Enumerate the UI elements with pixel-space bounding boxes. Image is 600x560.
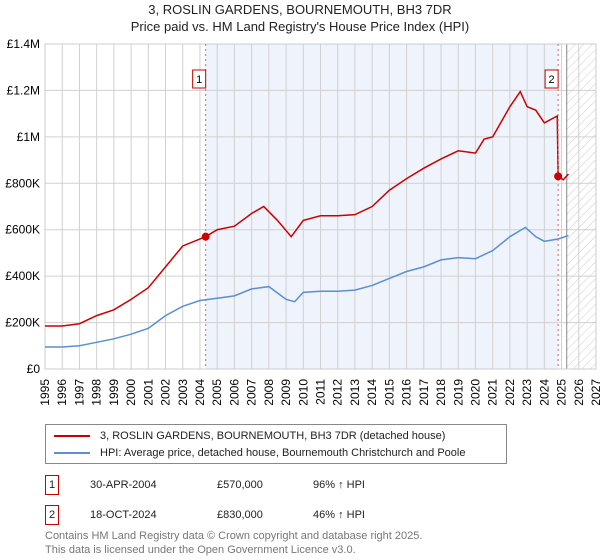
sale-row: 2 18-OCT-2024 £830,000 46% ↑ HPI (45, 505, 445, 525)
x-tick-label: 1998 (90, 379, 104, 406)
sale-date: 30-APR-2004 (90, 479, 157, 491)
x-tick-label: 1999 (107, 379, 121, 406)
sale-marker: 2 (45, 505, 59, 525)
plot-border (44, 43, 597, 370)
y-tick-label: £1M (17, 130, 40, 144)
x-tick-label: 2017 (417, 379, 431, 406)
x-tick-label: 2018 (434, 379, 448, 406)
x-tick-label: 2010 (296, 379, 310, 406)
footer: Contains HM Land Registry data © Crown c… (45, 529, 422, 557)
footer-line-1: Contains HM Land Registry data © Crown c… (45, 530, 423, 542)
y-tick-label: £1.2M (7, 83, 40, 97)
x-tick-label: 1996 (55, 379, 69, 406)
x-tick-label: 2012 (331, 379, 345, 406)
x-tick-label: 2009 (279, 379, 293, 406)
x-tick-label: 1995 (38, 379, 52, 406)
x-tick-label: 2025 (555, 379, 569, 406)
y-tick-label: £0 (27, 362, 41, 376)
y-tick-label: £600K (5, 223, 40, 237)
x-tick-label: 2022 (503, 379, 517, 406)
x-tick-label: 2016 (400, 379, 414, 406)
x-tick-label: 2002 (159, 379, 173, 406)
y-tick-label: £800K (5, 176, 40, 190)
x-tick-label: 2021 (486, 379, 500, 406)
sale-period-shading (205, 44, 559, 369)
y-tick-label: £1.4M (7, 37, 40, 51)
sale-hpi: 96% ↑ HPI (313, 479, 365, 491)
sale-price: £830,000 (217, 509, 263, 521)
chart-subtitle: Price paid vs. HM Land Registry's House … (130, 19, 470, 34)
sale-point (201, 232, 210, 241)
x-tick-label: 2005 (210, 379, 224, 406)
x-tick-label: 2027 (589, 379, 600, 406)
x-tick-label: 2004 (193, 379, 207, 406)
sale-price: £570,000 (217, 479, 263, 491)
x-tick-label: 2015 (382, 379, 396, 406)
x-tick-label: 2023 (520, 379, 534, 406)
sale-label-box (544, 69, 559, 89)
x-tick-label: 2026 (572, 379, 586, 406)
chart-title: 3, ROSLIN GARDENS, BOURNEMOUTH, BH3 7DR (148, 2, 452, 17)
x-tick-label: 2003 (176, 379, 190, 406)
x-tick-label: 2007 (245, 379, 259, 406)
series-line (45, 226, 569, 348)
legend-blue-line (54, 452, 90, 454)
sale-label-box (192, 69, 207, 89)
sale-point (554, 172, 563, 181)
legend-hpi: HPI: Average price, detached house, Bour… (100, 447, 466, 459)
x-tick-label: 2011 (314, 379, 328, 405)
y-tick-label: £400K (5, 269, 40, 283)
series-line (45, 90, 570, 327)
x-tick-label: 2013 (348, 379, 362, 406)
x-tick-label: 2001 (141, 379, 155, 406)
y-tick-label: £200K (5, 316, 40, 330)
sale-label: 1 (196, 74, 202, 86)
sale-hpi: 46% ↑ HPI (313, 509, 365, 521)
sale-label: 2 (549, 74, 555, 86)
sale-marker: 1 (45, 475, 59, 495)
x-tick-label: 2019 (451, 379, 465, 406)
x-tick-label: 2024 (537, 379, 551, 406)
sale-date: 18-OCT-2024 (90, 509, 157, 521)
legend-red-line (54, 435, 90, 437)
x-tick-label: 2000 (124, 379, 138, 406)
footer-line-2: This data is licensed under the Open Gov… (45, 544, 356, 556)
legend-property: 3, ROSLIN GARDENS, BOURNEMOUTH, BH3 7DR … (100, 430, 446, 442)
sale-row: 1 30-APR-2004 £570,000 96% ↑ HPI (45, 475, 445, 495)
forecast-hatch (566, 44, 596, 369)
x-tick-label: 2014 (365, 379, 379, 406)
x-tick-label: 2008 (262, 379, 276, 406)
x-tick-label: 1997 (72, 379, 86, 406)
x-tick-label: 2006 (227, 379, 241, 406)
legend: 3, ROSLIN GARDENS, BOURNEMOUTH, BH3 7DR … (45, 424, 507, 464)
x-tick-label: 2020 (468, 379, 482, 406)
